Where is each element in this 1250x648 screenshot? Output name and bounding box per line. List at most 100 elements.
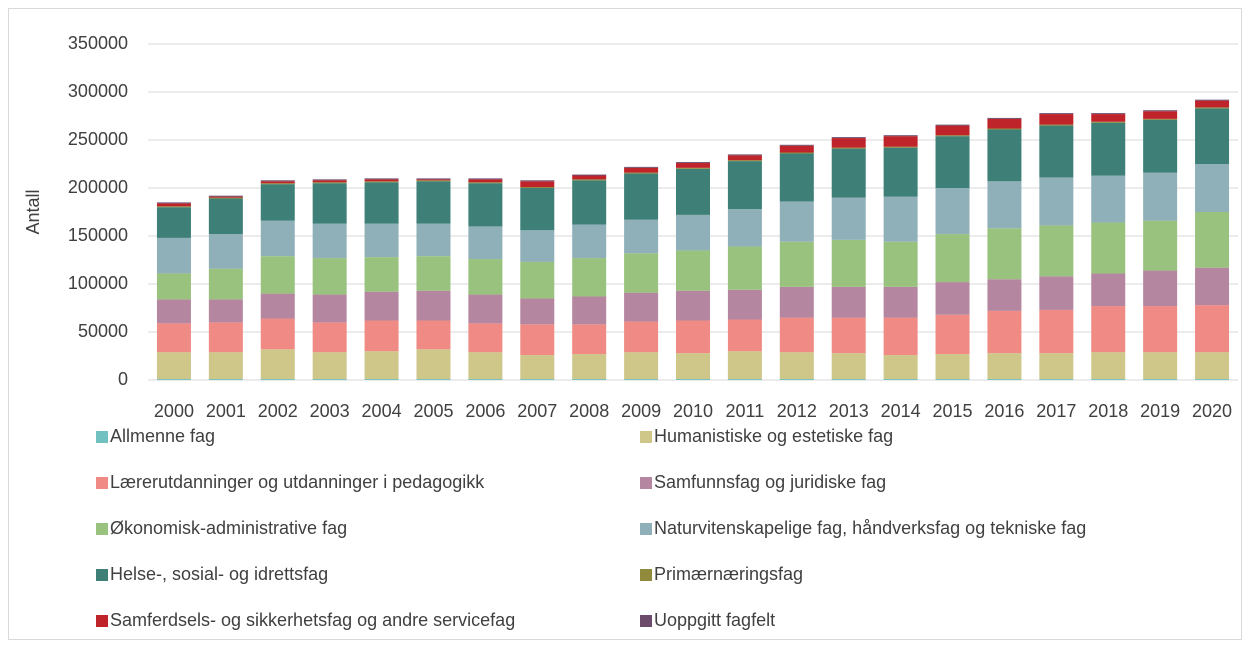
bar-segment xyxy=(1195,164,1230,212)
bar-segment xyxy=(727,379,762,380)
bar-segment xyxy=(883,241,918,287)
bar-segment xyxy=(364,379,399,380)
y-tick-label: 0 xyxy=(118,369,128,389)
bar-segment xyxy=(572,258,607,297)
bar-segment xyxy=(831,197,866,240)
bar-segment xyxy=(260,293,295,319)
bar-segment xyxy=(520,181,555,188)
bar-segment xyxy=(1091,113,1126,115)
bar-segment xyxy=(779,286,814,318)
bar-segment xyxy=(468,178,503,180)
bar-segment xyxy=(156,352,191,380)
bar-segment xyxy=(468,179,503,183)
bar-segment xyxy=(364,178,399,180)
bar-segment xyxy=(468,294,503,324)
bar-segment xyxy=(727,209,762,247)
x-tick-label: 2016 xyxy=(984,401,1024,421)
bar-segment xyxy=(208,299,243,323)
bar-segment xyxy=(987,117,1022,119)
bar-segment xyxy=(416,379,451,380)
bar-segment xyxy=(572,324,607,355)
bar-segment xyxy=(364,223,399,258)
x-tick-label: 2002 xyxy=(258,401,298,421)
bar-segment xyxy=(676,163,710,168)
x-tick-label: 2015 xyxy=(933,401,973,421)
bar-segment xyxy=(468,183,503,227)
bar-segment xyxy=(987,181,1022,229)
legend-label: Humanistiske og estetiske fag xyxy=(654,426,893,446)
legend-label: Økonomisk-administrative fag xyxy=(110,518,347,538)
bar-segment xyxy=(987,353,1022,380)
bar-segment xyxy=(468,323,503,353)
bar-segment xyxy=(935,234,970,283)
bar-segment xyxy=(468,259,503,295)
bar-segment xyxy=(312,352,347,380)
legend-label: Samferdsels- og sikkerhetsfag og andre s… xyxy=(110,610,515,630)
bar-segment xyxy=(1091,273,1126,307)
bar-segment xyxy=(883,146,918,148)
bar-segment xyxy=(831,286,866,318)
bar-segment xyxy=(1039,276,1074,310)
bar-segment xyxy=(727,155,762,161)
bar-segment xyxy=(1091,175,1126,223)
bar-segment xyxy=(1091,114,1126,122)
bar-segment xyxy=(727,319,762,352)
bar-segment xyxy=(935,124,970,126)
bar-segment xyxy=(468,352,503,380)
bar-segment xyxy=(624,379,659,380)
bar-segment xyxy=(883,286,918,318)
bar-segment xyxy=(883,147,918,197)
bar-segment xyxy=(831,148,866,198)
bar-segment xyxy=(312,182,347,184)
bar-segment xyxy=(312,223,347,259)
y-tick-label: 350000 xyxy=(68,33,128,53)
bar-segment xyxy=(831,239,866,287)
y-tick-label: 100000 xyxy=(68,273,128,293)
y-tick-label: 250000 xyxy=(68,129,128,149)
bar-segment xyxy=(1039,225,1074,277)
legend-label: Primærnæringsfag xyxy=(654,564,803,584)
legend-swatch xyxy=(96,477,108,489)
bar-segment xyxy=(676,320,710,354)
x-tick-label: 2013 xyxy=(829,401,869,421)
bar-segment xyxy=(624,172,659,174)
bar-segment xyxy=(676,162,710,164)
x-tick-label: 2007 xyxy=(517,401,557,421)
bar-segment xyxy=(572,379,607,380)
bar-segment xyxy=(1195,379,1230,380)
bar-segment xyxy=(208,352,243,380)
bar-segment xyxy=(156,203,191,207)
x-tick-label: 2003 xyxy=(310,401,350,421)
bar-segment xyxy=(1143,270,1178,307)
x-tick-label: 2001 xyxy=(206,401,246,421)
bar-segment xyxy=(364,182,399,224)
legend-swatch xyxy=(640,569,652,581)
bar-segment xyxy=(779,153,814,202)
bar-segment xyxy=(312,322,347,353)
bar-segment xyxy=(468,379,503,380)
bar-segment xyxy=(1039,125,1074,178)
bar-segment xyxy=(1195,99,1230,101)
bar-segment xyxy=(520,230,555,262)
bar-segment xyxy=(831,379,866,380)
bar-segment xyxy=(416,180,451,182)
bar-segment xyxy=(1039,114,1074,125)
bar-segment xyxy=(572,174,607,176)
bar-segment xyxy=(1091,379,1126,380)
bar-segment xyxy=(624,321,659,353)
y-axis-label: Antall xyxy=(23,189,43,234)
bar-segment xyxy=(935,354,970,380)
bar-segment xyxy=(779,241,814,287)
x-tick-label: 2020 xyxy=(1192,401,1232,421)
bar-segment xyxy=(779,144,814,146)
bar-segment xyxy=(312,183,347,224)
bar-segment xyxy=(1091,121,1126,123)
legend-label: Samfunnsfag og juridiske fag xyxy=(654,472,886,492)
bar-segment xyxy=(987,379,1022,380)
bar-segment xyxy=(260,220,295,257)
bar-segment xyxy=(572,175,607,180)
bar-segment xyxy=(831,138,866,148)
bar-segment xyxy=(416,320,451,350)
bar-segment xyxy=(676,250,710,291)
